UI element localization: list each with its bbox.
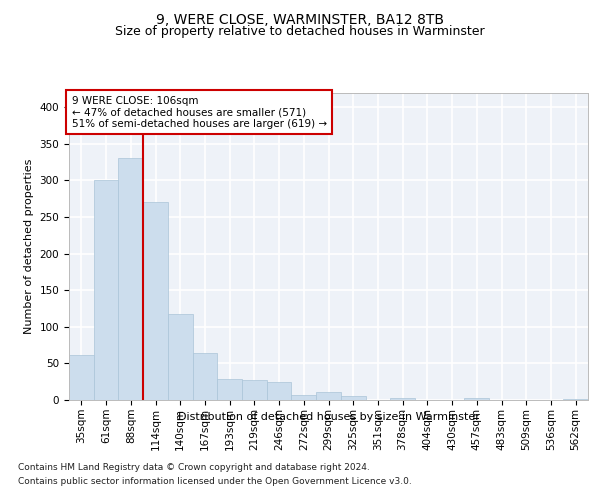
Bar <box>341 396 365 400</box>
Bar <box>267 382 292 400</box>
Bar <box>168 314 193 400</box>
Bar <box>242 380 267 400</box>
Bar <box>563 398 588 400</box>
Bar <box>316 392 341 400</box>
Bar <box>464 398 489 400</box>
Text: 9, WERE CLOSE, WARMINSTER, BA12 8TB: 9, WERE CLOSE, WARMINSTER, BA12 8TB <box>156 12 444 26</box>
Y-axis label: Number of detached properties: Number of detached properties <box>24 158 34 334</box>
Text: 9 WERE CLOSE: 106sqm
← 47% of detached houses are smaller (571)
51% of semi-deta: 9 WERE CLOSE: 106sqm ← 47% of detached h… <box>71 96 327 129</box>
Bar <box>292 395 316 400</box>
Bar <box>217 379 242 400</box>
Bar <box>193 353 217 400</box>
Bar <box>390 398 415 400</box>
Text: Contains public sector information licensed under the Open Government Licence v3: Contains public sector information licen… <box>18 478 412 486</box>
Bar <box>143 202 168 400</box>
Bar <box>69 354 94 400</box>
Text: Distribution of detached houses by size in Warminster: Distribution of detached houses by size … <box>178 412 480 422</box>
Bar <box>94 180 118 400</box>
Text: Size of property relative to detached houses in Warminster: Size of property relative to detached ho… <box>115 25 485 38</box>
Text: Contains HM Land Registry data © Crown copyright and database right 2024.: Contains HM Land Registry data © Crown c… <box>18 462 370 471</box>
Bar <box>118 158 143 400</box>
